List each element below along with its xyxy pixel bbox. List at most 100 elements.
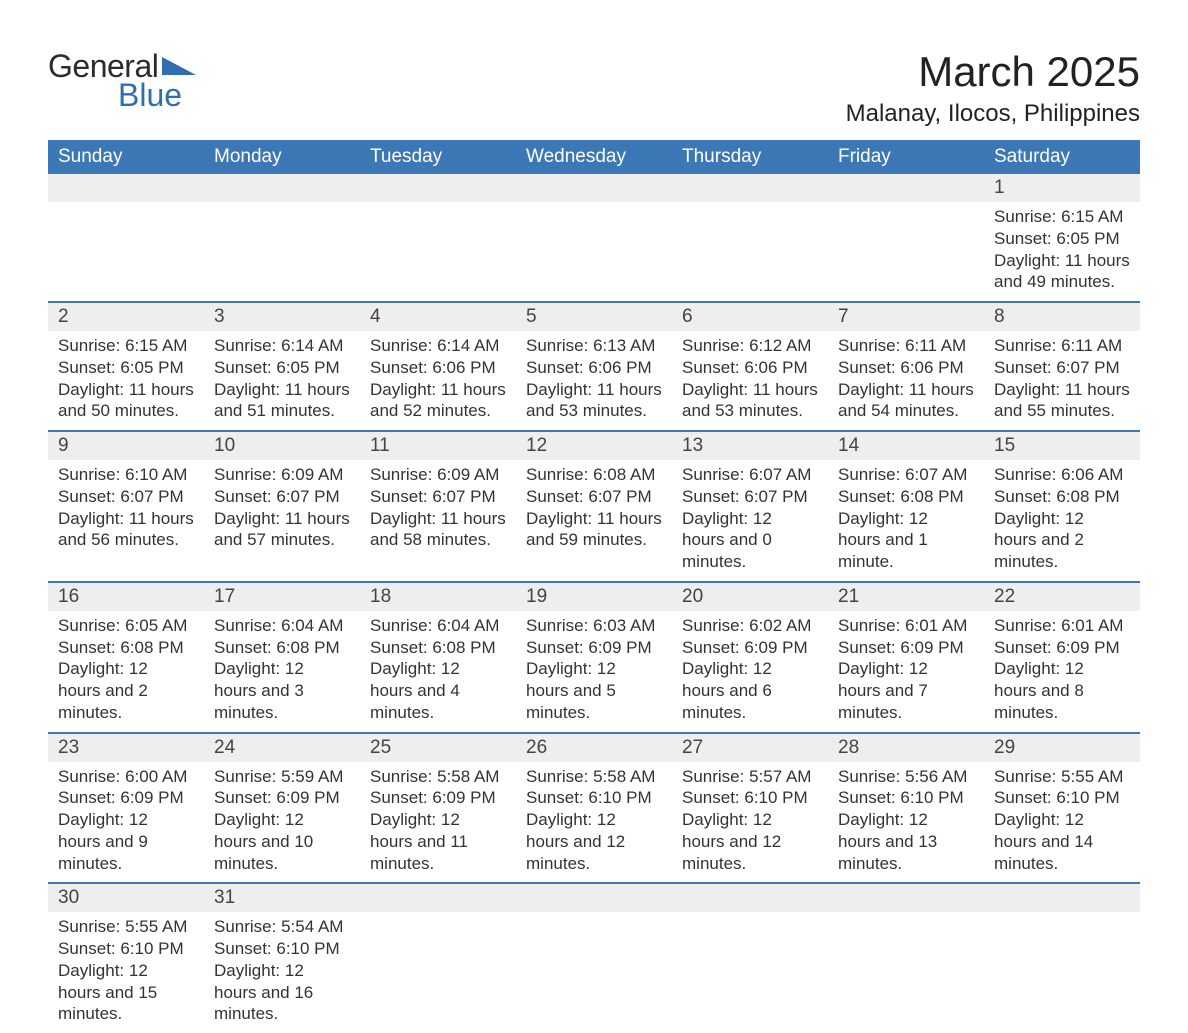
sunset-text: Sunset: 6:08 PM [370, 637, 506, 659]
day-detail-empty [672, 202, 828, 236]
day-number: 10 [204, 432, 360, 460]
sunrise-text: Sunrise: 6:09 AM [370, 464, 506, 486]
day-detail: Sunrise: 6:01 AMSunset: 6:09 PMDaylight:… [828, 611, 984, 732]
day-number: 8 [984, 303, 1140, 331]
sunset-text: Sunset: 6:10 PM [526, 787, 662, 809]
day-number [828, 174, 984, 202]
sunrise-text: Sunrise: 6:07 AM [682, 464, 818, 486]
daylight-text: Daylight: 12 hours and 14 minutes. [994, 809, 1130, 874]
day-detail: Sunrise: 6:12 AMSunset: 6:06 PMDaylight:… [672, 331, 828, 430]
day-number: 13 [672, 432, 828, 460]
day-detail: Sunrise: 5:55 AMSunset: 6:10 PMDaylight:… [984, 762, 1140, 883]
day-number: 3 [204, 303, 360, 331]
sunset-text: Sunset: 6:09 PM [682, 637, 818, 659]
calendar-cell: 21Sunrise: 6:01 AMSunset: 6:09 PMDayligh… [828, 582, 984, 733]
daylight-text: Daylight: 12 hours and 2 minutes. [994, 508, 1130, 573]
calendar-row: 23Sunrise: 6:00 AMSunset: 6:09 PMDayligh… [48, 733, 1140, 884]
sunrise-text: Sunrise: 5:56 AM [838, 766, 974, 788]
daylight-text: Daylight: 11 hours and 58 minutes. [370, 508, 506, 552]
daylight-text: Daylight: 12 hours and 5 minutes. [526, 658, 662, 723]
daylight-text: Daylight: 12 hours and 11 minutes. [370, 809, 506, 874]
calendar-cell: 18Sunrise: 6:04 AMSunset: 6:08 PMDayligh… [360, 582, 516, 733]
day-detail-empty [204, 202, 360, 236]
daylight-text: Daylight: 11 hours and 51 minutes. [214, 379, 350, 423]
calendar-cell: 10Sunrise: 6:09 AMSunset: 6:07 PMDayligh… [204, 431, 360, 582]
calendar-cell: 6Sunrise: 6:12 AMSunset: 6:06 PMDaylight… [672, 302, 828, 431]
sunrise-text: Sunrise: 6:04 AM [214, 615, 350, 637]
day-detail: Sunrise: 5:54 AMSunset: 6:10 PMDaylight:… [204, 912, 360, 1033]
day-number: 31 [204, 884, 360, 912]
sunset-text: Sunset: 6:09 PM [214, 787, 350, 809]
day-number [204, 174, 360, 202]
page-title: March 2025 [846, 48, 1140, 96]
calendar-cell: 5Sunrise: 6:13 AMSunset: 6:06 PMDaylight… [516, 302, 672, 431]
daylight-text: Daylight: 12 hours and 6 minutes. [682, 658, 818, 723]
day-detail: Sunrise: 5:58 AMSunset: 6:09 PMDaylight:… [360, 762, 516, 883]
day-number: 26 [516, 734, 672, 762]
daylight-text: Daylight: 11 hours and 50 minutes. [58, 379, 194, 423]
sunrise-text: Sunrise: 6:01 AM [994, 615, 1130, 637]
sunset-text: Sunset: 6:10 PM [838, 787, 974, 809]
day-number: 19 [516, 583, 672, 611]
day-detail: Sunrise: 6:03 AMSunset: 6:09 PMDaylight:… [516, 611, 672, 732]
daylight-text: Daylight: 12 hours and 8 minutes. [994, 658, 1130, 723]
day-number: 30 [48, 884, 204, 912]
calendar-cell: 14Sunrise: 6:07 AMSunset: 6:08 PMDayligh… [828, 431, 984, 582]
calendar-cell: 16Sunrise: 6:05 AMSunset: 6:08 PMDayligh… [48, 582, 204, 733]
calendar-cell: 20Sunrise: 6:02 AMSunset: 6:09 PMDayligh… [672, 582, 828, 733]
day-number [516, 174, 672, 202]
calendar-cell [984, 883, 1140, 1033]
calendar-cell [828, 174, 984, 302]
day-detail: Sunrise: 6:07 AMSunset: 6:07 PMDaylight:… [672, 460, 828, 581]
calendar-cell: 28Sunrise: 5:56 AMSunset: 6:10 PMDayligh… [828, 733, 984, 884]
day-detail: Sunrise: 5:55 AMSunset: 6:10 PMDaylight:… [48, 912, 204, 1033]
sunrise-text: Sunrise: 6:03 AM [526, 615, 662, 637]
day-number: 29 [984, 734, 1140, 762]
sunrise-text: Sunrise: 5:55 AM [58, 916, 194, 938]
sunset-text: Sunset: 6:07 PM [526, 486, 662, 508]
sunrise-text: Sunrise: 6:07 AM [838, 464, 974, 486]
sunrise-text: Sunrise: 5:58 AM [526, 766, 662, 788]
day-number [516, 884, 672, 912]
calendar-cell [516, 174, 672, 302]
sunrise-text: Sunrise: 6:09 AM [214, 464, 350, 486]
calendar-cell: 11Sunrise: 6:09 AMSunset: 6:07 PMDayligh… [360, 431, 516, 582]
day-detail: Sunrise: 6:07 AMSunset: 6:08 PMDaylight:… [828, 460, 984, 581]
day-number [828, 884, 984, 912]
daylight-text: Daylight: 12 hours and 3 minutes. [214, 658, 350, 723]
calendar-cell: 27Sunrise: 5:57 AMSunset: 6:10 PMDayligh… [672, 733, 828, 884]
sunrise-text: Sunrise: 6:00 AM [58, 766, 194, 788]
sunset-text: Sunset: 6:07 PM [682, 486, 818, 508]
day-detail: Sunrise: 6:15 AMSunset: 6:05 PMDaylight:… [984, 202, 1140, 301]
day-number: 25 [360, 734, 516, 762]
sunset-text: Sunset: 6:07 PM [370, 486, 506, 508]
weekday-header: Tuesday [360, 140, 516, 174]
sunrise-text: Sunrise: 5:59 AM [214, 766, 350, 788]
day-detail: Sunrise: 6:06 AMSunset: 6:08 PMDaylight:… [984, 460, 1140, 581]
calendar-cell [672, 174, 828, 302]
calendar-cell [672, 883, 828, 1033]
day-number: 21 [828, 583, 984, 611]
day-detail: Sunrise: 5:59 AMSunset: 6:09 PMDaylight:… [204, 762, 360, 883]
day-detail: Sunrise: 6:08 AMSunset: 6:07 PMDaylight:… [516, 460, 672, 559]
day-detail-empty [516, 202, 672, 236]
sunrise-text: Sunrise: 5:54 AM [214, 916, 350, 938]
sunset-text: Sunset: 6:09 PM [838, 637, 974, 659]
calendar-cell: 9Sunrise: 6:10 AMSunset: 6:07 PMDaylight… [48, 431, 204, 582]
calendar-cell: 4Sunrise: 6:14 AMSunset: 6:06 PMDaylight… [360, 302, 516, 431]
sunset-text: Sunset: 6:07 PM [214, 486, 350, 508]
daylight-text: Daylight: 12 hours and 13 minutes. [838, 809, 974, 874]
weekday-header: Monday [204, 140, 360, 174]
day-number: 17 [204, 583, 360, 611]
sunset-text: Sunset: 6:10 PM [682, 787, 818, 809]
calendar-cell: 30Sunrise: 5:55 AMSunset: 6:10 PMDayligh… [48, 883, 204, 1033]
sunset-text: Sunset: 6:05 PM [214, 357, 350, 379]
calendar-row: 2Sunrise: 6:15 AMSunset: 6:05 PMDaylight… [48, 302, 1140, 431]
sunrise-text: Sunrise: 6:14 AM [370, 335, 506, 357]
day-detail: Sunrise: 6:14 AMSunset: 6:05 PMDaylight:… [204, 331, 360, 430]
weekday-header-row: Sunday Monday Tuesday Wednesday Thursday… [48, 140, 1140, 174]
sunrise-text: Sunrise: 5:55 AM [994, 766, 1130, 788]
day-number: 4 [360, 303, 516, 331]
day-detail: Sunrise: 6:11 AMSunset: 6:06 PMDaylight:… [828, 331, 984, 430]
daylight-text: Daylight: 11 hours and 56 minutes. [58, 508, 194, 552]
